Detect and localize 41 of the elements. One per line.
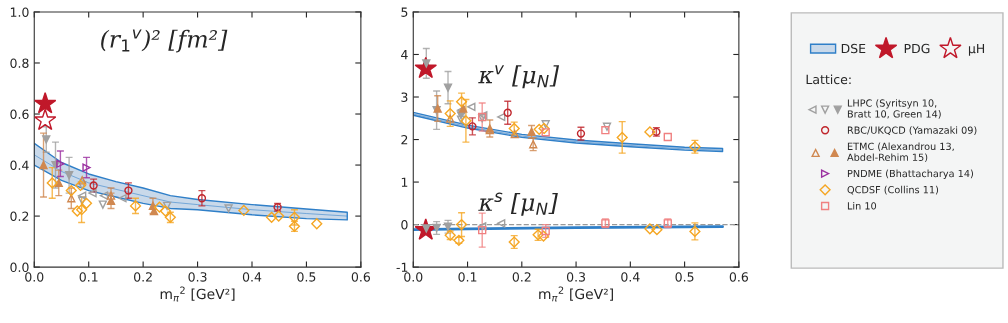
y-tick-label: 1.0: [10, 7, 29, 17]
x-tick-label: 0.6: [351, 272, 371, 282]
x-tick-label: 0.4: [621, 272, 640, 282]
x-axis-title: m$_{π}$$^{2}$ [GeV²]: [160, 286, 235, 302]
x-tick-label: 0.1: [79, 272, 98, 282]
legend-title: Lattice:: [806, 74, 851, 85]
y-tick-label: 0: [401, 220, 408, 230]
y-tick-label: 0.8: [10, 58, 29, 68]
x-tick-label: 0.5: [297, 272, 316, 282]
legend-label: RBC/UKQCD (Yamazaki 09): [847, 126, 977, 135]
x-tick-label: 0.2: [512, 272, 531, 282]
legend-label: ETMC (Alexandrou 13, Abdel-Rehim 15): [847, 142, 954, 163]
x-tick-label: 0.4: [242, 272, 262, 282]
x-tick-label: 0.2: [134, 272, 152, 282]
x-tick-label: 0.3: [188, 272, 207, 282]
annotation: κ$^{s}$ [μ$_{N}$]: [478, 192, 558, 216]
annotation: κ$^{v}$ [μ$_{N}$]: [478, 65, 560, 89]
y-tick-label: 3: [401, 92, 408, 102]
x-tick-label: 0.6: [729, 272, 749, 282]
y-tick-label: 5: [401, 7, 408, 17]
y-tick-label: 0.6: [10, 109, 29, 119]
legend-label: PNDME (Bhattacharya 14): [847, 169, 973, 180]
y-tick-label: 0.4: [10, 160, 29, 170]
y-tick-label: 4: [401, 50, 408, 60]
y-tick-label: 0.0: [10, 262, 29, 273]
legend-label: QCDSF (Collins 11): [847, 185, 939, 195]
y-tick-label: -1: [396, 262, 408, 272]
x-tick-label: 0.3: [566, 272, 586, 282]
x-tick-label: 0.5: [675, 272, 694, 282]
text: (r$_{1}$$^{v}$)² [fm²]: [101, 29, 228, 53]
y-tick-label: 1: [401, 177, 408, 187]
x-tick-label: 0.1: [458, 272, 477, 282]
y-tick-label: 2: [401, 135, 408, 145]
x-axis-title: m$_{π}$$^{2}$ [GeV²]: [539, 286, 613, 302]
legend-label: LHPC (Syritsyn 10, Bratt 10, Green 14): [847, 99, 941, 119]
x-tick-label: 0.0: [25, 272, 44, 282]
legend-label: PDG: [904, 43, 930, 54]
legend-label: Lin 10: [847, 202, 877, 210]
legend-label: μH: [968, 43, 985, 56]
y-tick-label: 0.2: [10, 211, 29, 222]
legend-label: DSE: [841, 43, 866, 54]
